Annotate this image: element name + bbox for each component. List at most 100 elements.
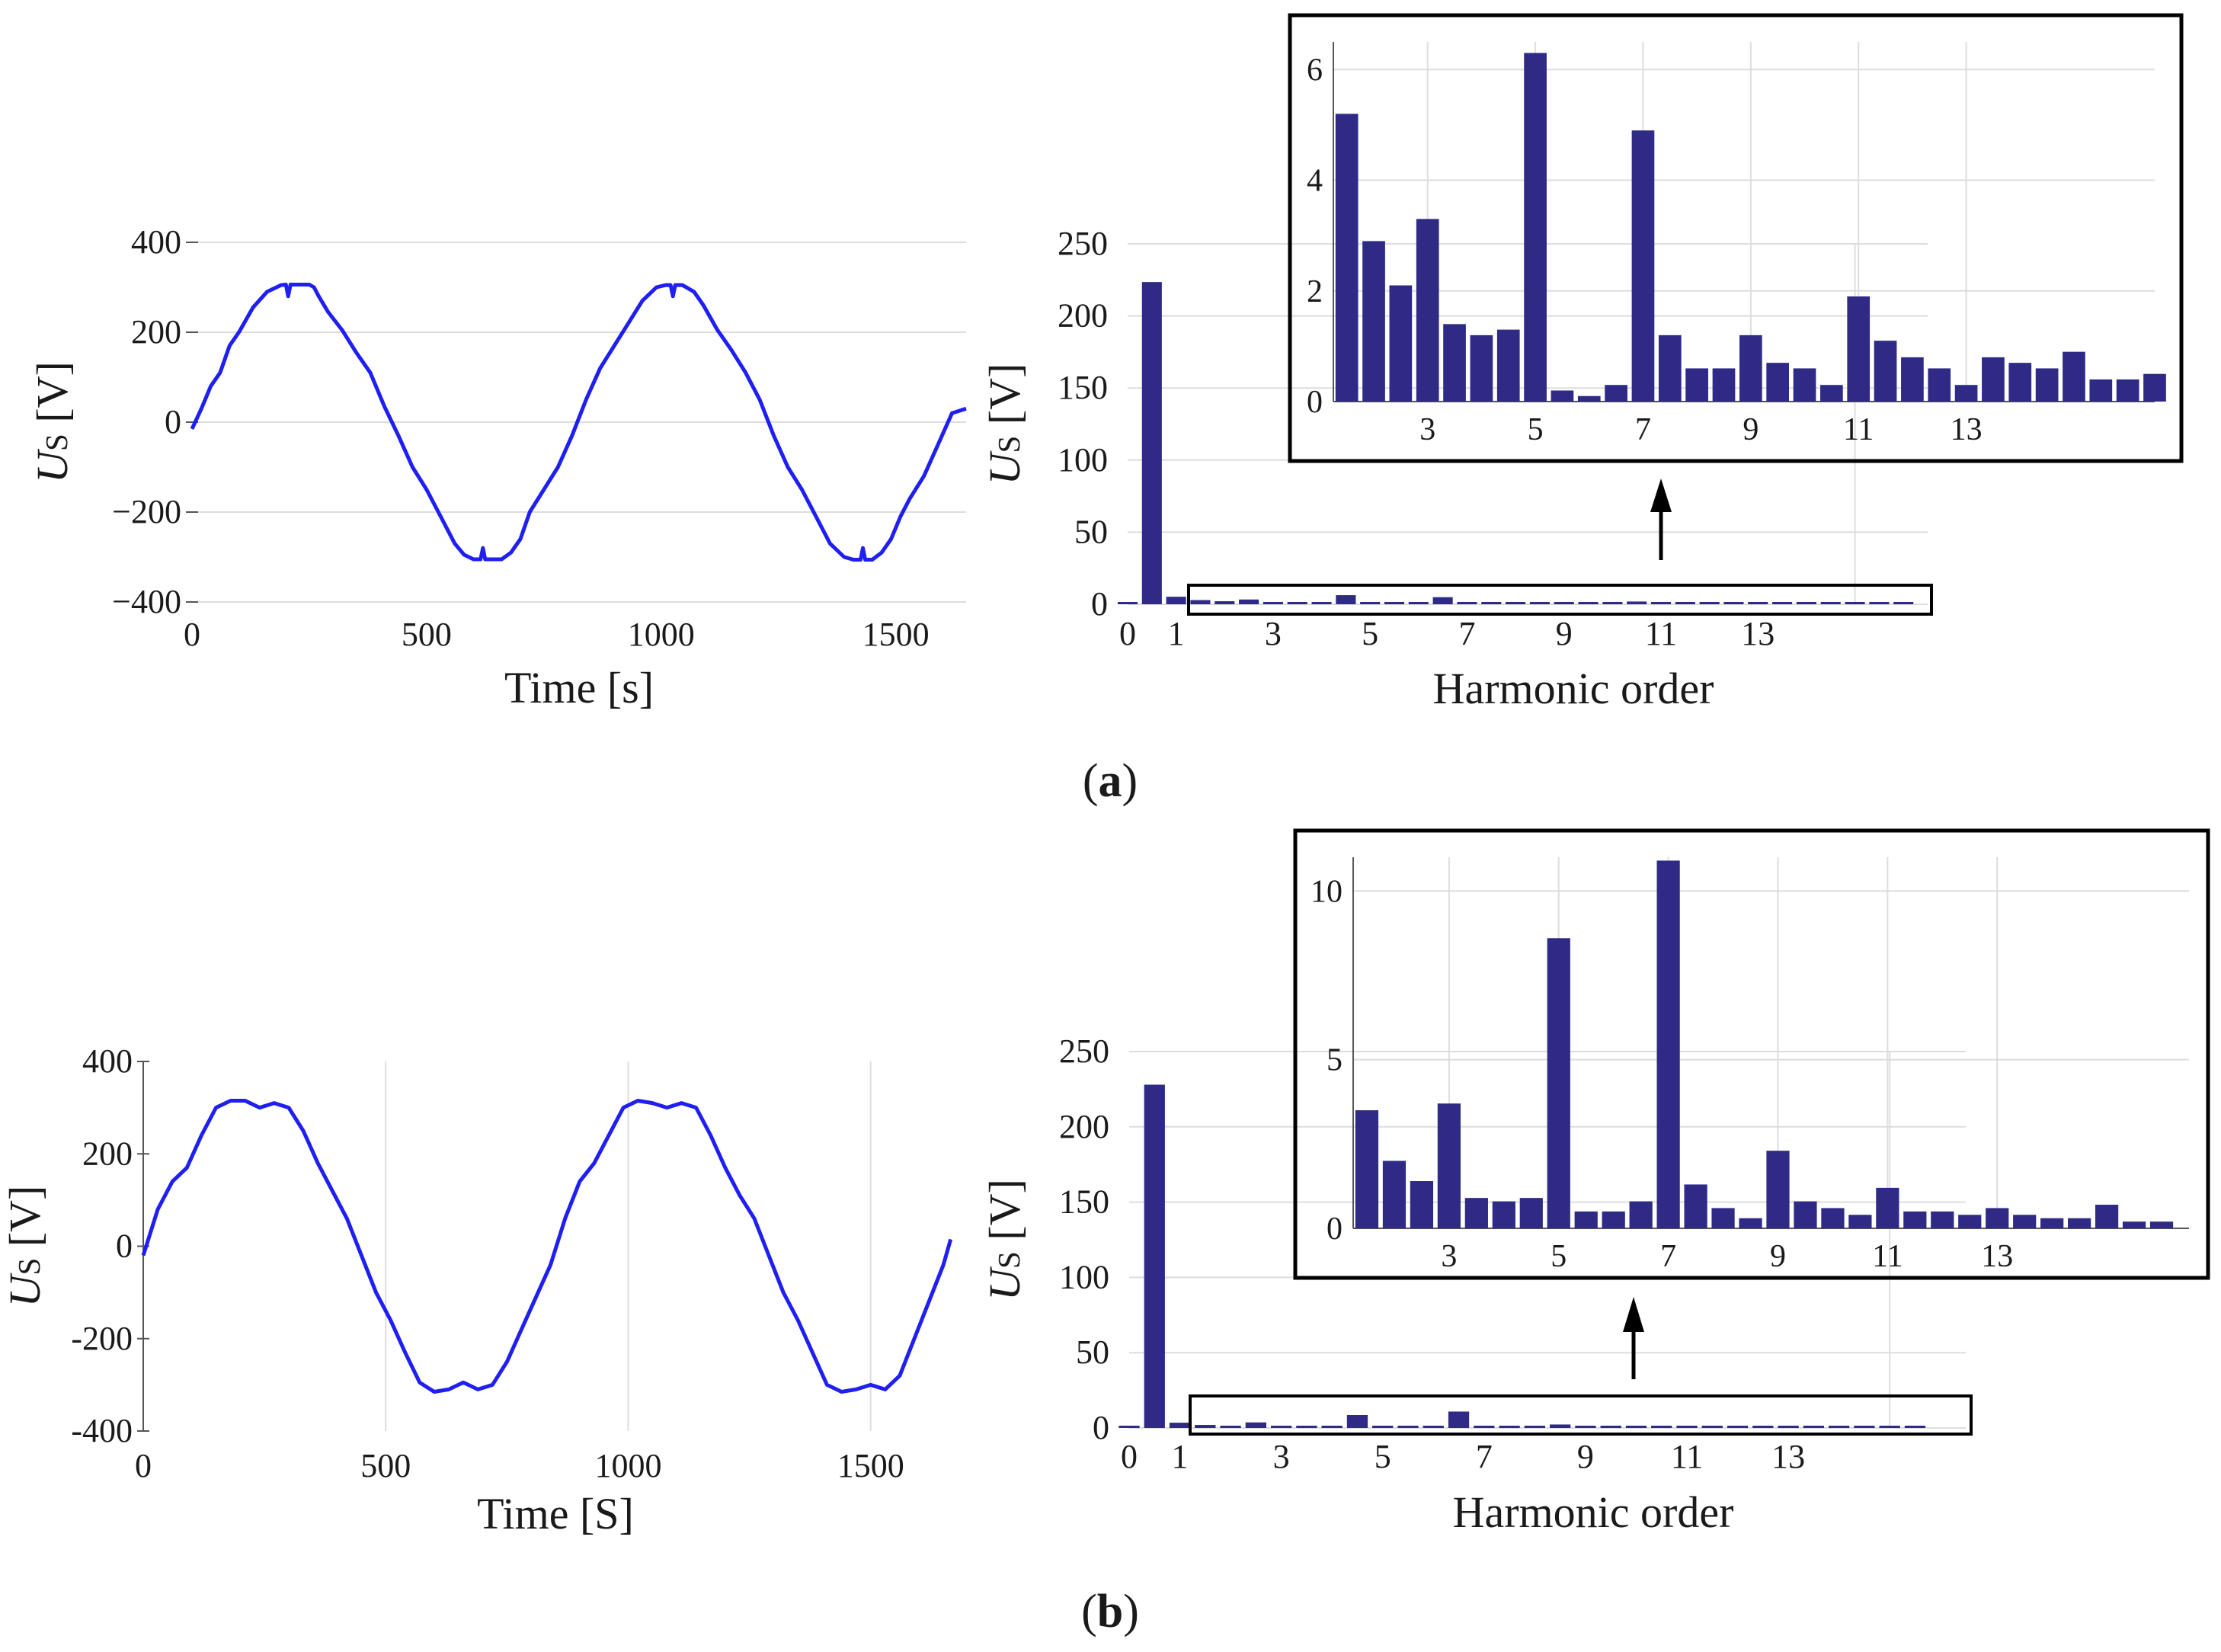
y-tick-label: −200: [112, 493, 181, 530]
harmonic-bar: [1958, 1215, 1982, 1228]
harmonic-bar: [1437, 1103, 1461, 1228]
harmonic-bar: [2122, 1221, 2146, 1228]
harmonic-bar: [1874, 341, 1897, 402]
y-tick-label: 5: [1327, 1043, 1343, 1078]
x-tick-label: 11: [1645, 615, 1677, 652]
harmonic-bar: [1803, 1426, 1825, 1428]
y-tick-label: 200: [1058, 297, 1108, 335]
x-tick-label: 11: [1872, 1239, 1903, 1274]
harmonic-bar: [1575, 1426, 1596, 1428]
x-tick-label: 3: [1419, 412, 1435, 447]
harmonic-bar: [1711, 1208, 1735, 1228]
harmonic-bar: [1423, 1426, 1444, 1428]
panel-b-zoom-region-box: [1189, 1394, 1973, 1436]
harmonic-bar: [1821, 1208, 1845, 1228]
harmonic-bar: [1362, 241, 1385, 402]
harmonic-bar: [2013, 1215, 2037, 1228]
y-tick-label: 2: [1307, 274, 1323, 309]
harmonic-bar: [1448, 1411, 1470, 1428]
harmonic-bar: [1699, 602, 1720, 604]
harmonic-bar: [1904, 1426, 1926, 1428]
harmonic-bar: [1416, 219, 1439, 402]
harmonic-bar: [2008, 363, 2032, 402]
harmonic-bar: [1727, 1426, 1749, 1428]
y-tick-label: 0: [116, 1228, 133, 1265]
harmonic-bar: [1141, 282, 1162, 604]
harmonic-bar: [1410, 1181, 1434, 1228]
harmonic-bar: [1766, 363, 1790, 402]
harmonic-bar: [1982, 357, 2005, 402]
harmonic-bar: [1676, 1426, 1698, 1428]
x-tick-label: 11: [1671, 1438, 1703, 1475]
harmonic-bar: [1239, 599, 1259, 604]
panel-b-waveform-chart: -400 -200 0 200 400 0 500 1000 1500 Time [S] US [V…: [0, 1042, 953, 1538]
harmonic-bar: [1605, 385, 1627, 402]
panel-a-zoom-region-box: [1187, 584, 1933, 616]
harmonic-bar: [1675, 602, 1695, 604]
harmonic-bar: [1928, 368, 1951, 402]
y-tick-label: 250: [1059, 1032, 1109, 1070]
harmonic-bar: [1360, 602, 1381, 604]
x-tick-label: 13: [1981, 1239, 2013, 1274]
x-axis-title: Time [S]: [477, 1489, 634, 1538]
harmonic-bar: [1629, 1201, 1653, 1228]
harmonic-bar: [1554, 602, 1574, 604]
panel-a-zoom-arrow: [1650, 479, 1672, 560]
harmonic-bar: [1627, 601, 1647, 604]
harmonic-bar: [1931, 1211, 1954, 1228]
y-tick-label: 200: [131, 313, 181, 351]
harmonic-bar: [1578, 602, 1599, 604]
y-tick-label: 200: [82, 1135, 133, 1172]
waveform-line: [141, 1099, 953, 1394]
harmonic-bar: [2063, 351, 2085, 402]
y-axis-title: US [V]: [980, 363, 1029, 485]
x-tick-label: 0: [135, 1447, 152, 1484]
harmonic-bar: [1492, 1201, 1515, 1228]
harmonic-bar: [1336, 595, 1356, 604]
harmonic-bar: [1457, 602, 1477, 604]
harmonic-bar: [1432, 597, 1453, 604]
harmonic-bar: [1335, 114, 1359, 402]
harmonic-bar: [1117, 602, 1138, 604]
harmonic-bar: [1600, 1426, 1621, 1428]
y-tick-label: 400: [131, 223, 181, 261]
harmonic-bar: [1701, 1426, 1723, 1428]
harmonic-bar: [1854, 1426, 1875, 1428]
x-tick-label: 1000: [594, 1447, 661, 1484]
y-axis-title: US [V]: [980, 1179, 1029, 1301]
waveform-line: [190, 283, 967, 562]
harmonic-bar: [1602, 1211, 1625, 1228]
harmonic-bar: [1625, 1426, 1647, 1428]
harmonic-bar: [1954, 385, 1978, 402]
harmonic-bar: [1712, 368, 1736, 402]
y-tick-label: 200: [1059, 1108, 1109, 1145]
harmonic-bar: [1577, 395, 1601, 402]
harmonic-bar: [1190, 600, 1211, 604]
harmonic-bar: [1443, 324, 1466, 402]
panel-a-waveform-chart: −400 −200 0 200 400 0 500 1000 1500 Time [s] US [V…: [27, 223, 967, 712]
harmonic-bar: [1820, 385, 1843, 402]
y-tick-label: -200: [71, 1320, 133, 1357]
harmonic-bar: [1389, 285, 1413, 402]
harmonic-bar: [1372, 1426, 1394, 1428]
harmonic-bar: [1144, 1084, 1165, 1428]
harmonic-bar: [1119, 1426, 1140, 1428]
x-tick-label: 13: [1741, 615, 1775, 652]
harmonic-bar: [1739, 335, 1762, 402]
harmonic-bar: [1656, 860, 1680, 1228]
harmonic-bar: [1879, 1426, 1900, 1428]
y-axis-title: US [V]: [27, 361, 77, 483]
x-tick-label: 9: [1577, 1438, 1594, 1475]
x-axis-title: Time [s]: [504, 663, 654, 712]
harmonic-bar: [1166, 597, 1186, 604]
zoom-inset-frame: [1288, 13, 2184, 463]
harmonic-bar: [1524, 53, 1547, 402]
harmonic-bar: [2040, 1218, 2064, 1228]
harmonic-bar: [1847, 296, 1871, 402]
y-tick-label: 0: [1093, 1409, 1109, 1446]
harmonic-bar: [1384, 602, 1405, 604]
harmonic-bar: [1245, 1422, 1267, 1428]
panel-b-label: (b): [1081, 1586, 1139, 1638]
harmonic-bar: [2068, 1218, 2091, 1228]
